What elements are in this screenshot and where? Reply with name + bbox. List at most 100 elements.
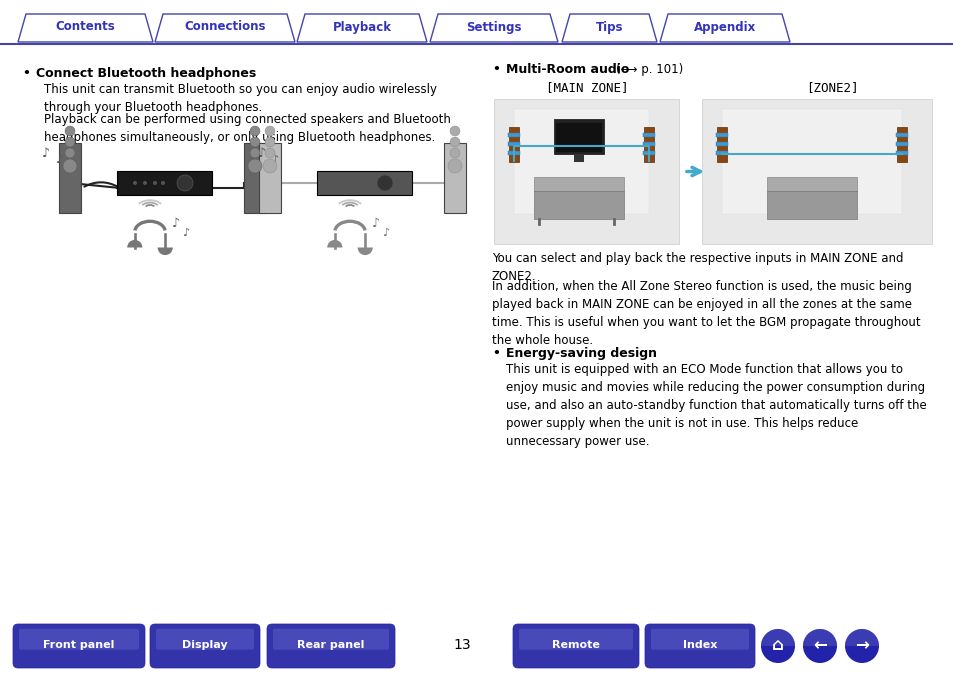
Wedge shape (127, 240, 142, 248)
Text: Playback can be performed using connected speakers and Bluetooth
headphones simu: Playback can be performed using connecte… (44, 113, 451, 144)
Text: ♪: ♪ (257, 147, 266, 160)
Bar (642, 142, 655, 146)
Circle shape (802, 629, 836, 663)
Circle shape (132, 181, 137, 185)
Bar (766, 177, 856, 191)
Wedge shape (802, 629, 836, 646)
Text: Remote: Remote (552, 640, 599, 650)
Text: In addition, when the All Zone Stereo function is used, the music being
played b: In addition, when the All Zone Stereo fu… (492, 280, 920, 347)
Bar (258, 143, 281, 213)
Polygon shape (659, 14, 789, 42)
Text: ⌂: ⌂ (771, 636, 783, 654)
Text: Front panel: Front panel (43, 640, 114, 650)
Wedge shape (844, 629, 878, 646)
Bar (534, 177, 623, 191)
Text: •: • (492, 347, 499, 360)
Bar (244, 143, 266, 213)
Bar (716, 142, 727, 146)
Circle shape (177, 175, 193, 191)
Bar (509, 127, 518, 162)
FancyBboxPatch shape (156, 629, 253, 649)
Bar (716, 133, 727, 137)
FancyBboxPatch shape (513, 624, 639, 668)
Circle shape (248, 159, 262, 173)
Circle shape (65, 137, 75, 147)
Polygon shape (430, 14, 558, 42)
Text: •: • (22, 67, 30, 80)
Circle shape (250, 137, 260, 147)
Bar (896, 127, 906, 162)
Polygon shape (296, 14, 427, 42)
Bar (317, 171, 412, 195)
FancyBboxPatch shape (518, 629, 633, 649)
Bar (514, 109, 648, 214)
Text: (⟶ p. 101): (⟶ p. 101) (616, 63, 682, 76)
Bar (507, 133, 519, 137)
Text: 13: 13 (453, 638, 471, 652)
Bar (643, 127, 654, 162)
Bar (717, 127, 726, 162)
Bar (507, 142, 519, 146)
Bar (534, 191, 623, 219)
Bar (642, 151, 655, 155)
Circle shape (343, 181, 347, 185)
Circle shape (844, 629, 878, 663)
Bar (574, 154, 583, 162)
Circle shape (250, 148, 260, 158)
Circle shape (250, 126, 260, 136)
Bar (766, 191, 856, 219)
Text: You can select and play back the respective inputs in MAIN ZONE and
ZONE2.: You can select and play back the respect… (492, 252, 902, 283)
Circle shape (265, 148, 274, 158)
Circle shape (450, 137, 459, 147)
FancyBboxPatch shape (644, 624, 754, 668)
Text: [MAIN ZONE]: [MAIN ZONE] (545, 81, 628, 94)
Text: •: • (492, 63, 499, 76)
Bar (642, 133, 655, 137)
Bar (721, 109, 901, 214)
Bar (895, 151, 907, 155)
Text: ♪: ♪ (381, 228, 389, 238)
FancyBboxPatch shape (19, 629, 139, 649)
Text: Tips: Tips (595, 20, 622, 34)
Bar (443, 143, 465, 213)
Text: Energy-saving design: Energy-saving design (505, 347, 657, 360)
Text: Rear panel: Rear panel (297, 640, 364, 650)
Polygon shape (561, 14, 657, 42)
Text: Multi-Room audio: Multi-Room audio (505, 63, 629, 76)
Bar (895, 133, 907, 137)
FancyBboxPatch shape (13, 624, 145, 668)
Circle shape (143, 181, 147, 185)
Wedge shape (157, 248, 172, 255)
Circle shape (333, 181, 336, 185)
Polygon shape (154, 14, 294, 42)
Circle shape (265, 137, 274, 147)
Text: ♪: ♪ (42, 147, 50, 160)
Text: [ZONE2]: [ZONE2] (805, 81, 858, 94)
Text: Contents: Contents (55, 20, 115, 34)
FancyBboxPatch shape (150, 624, 260, 668)
Circle shape (376, 175, 393, 191)
Text: This unit can transmit Bluetooth so you can enjoy audio wirelessly
through your : This unit can transmit Bluetooth so you … (44, 83, 436, 114)
Text: ♪: ♪ (55, 155, 62, 165)
Text: Playback: Playback (333, 20, 391, 34)
Bar (507, 151, 519, 155)
Text: This unit is equipped with an ECO Mode function that allows you to
enjoy music a: This unit is equipped with an ECO Mode f… (505, 363, 925, 448)
Bar (716, 151, 727, 155)
Circle shape (63, 159, 77, 173)
Wedge shape (327, 240, 342, 248)
Text: ♪: ♪ (172, 217, 180, 229)
Circle shape (353, 181, 356, 185)
Text: →: → (854, 636, 868, 654)
Circle shape (265, 126, 274, 136)
Circle shape (65, 126, 75, 136)
Text: Index: Index (682, 640, 717, 650)
Bar (556, 123, 601, 152)
Circle shape (448, 159, 461, 173)
Circle shape (450, 126, 459, 136)
Circle shape (760, 629, 794, 663)
Text: Connect Bluetooth headphones: Connect Bluetooth headphones (36, 67, 256, 80)
Text: Settings: Settings (466, 20, 521, 34)
Bar (494, 99, 679, 244)
Circle shape (152, 181, 157, 185)
Bar (554, 119, 603, 154)
